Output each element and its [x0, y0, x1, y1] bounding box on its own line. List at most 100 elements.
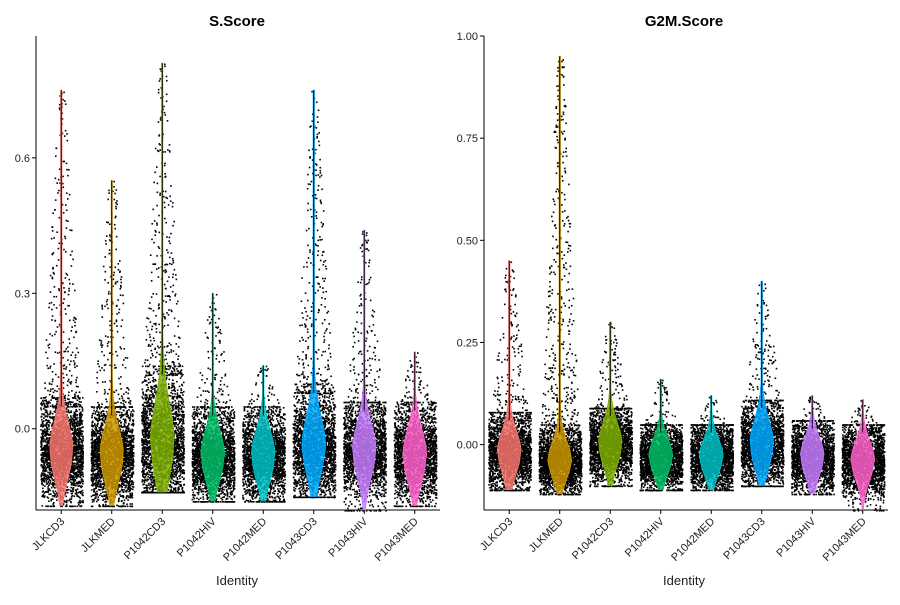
data-point: [65, 277, 67, 279]
data-point: [69, 412, 71, 414]
data-point: [77, 395, 79, 397]
data-point: [124, 460, 126, 462]
data-point: [125, 422, 127, 424]
data-point: [56, 403, 58, 405]
data-point: [127, 393, 129, 395]
data-point: [115, 282, 117, 284]
data-point: [77, 488, 79, 490]
data-point: [46, 432, 48, 434]
data-point: [94, 447, 96, 449]
data-point: [131, 488, 133, 490]
data-point: [72, 482, 74, 484]
data-point: [40, 397, 42, 399]
data-point: [108, 341, 110, 343]
data-point: [79, 398, 81, 400]
data-point: [58, 288, 60, 290]
data-point: [67, 398, 69, 400]
data-point: [128, 437, 130, 439]
data-point: [52, 230, 54, 232]
data-point: [79, 506, 81, 508]
data-point: [128, 458, 130, 460]
data-point: [41, 457, 43, 459]
data-point: [118, 485, 120, 487]
data-point: [57, 326, 59, 328]
data-point: [108, 291, 110, 293]
data-point: [125, 367, 127, 369]
data-point: [91, 459, 93, 461]
data-point: [96, 476, 98, 478]
data-point: [71, 506, 73, 508]
data-point: [91, 462, 93, 464]
data-point: [123, 471, 125, 473]
y-tick-label: 0.6: [15, 153, 30, 165]
data-point: [75, 480, 77, 482]
data-point: [131, 411, 133, 413]
data-point: [73, 319, 75, 321]
data-point: [100, 484, 102, 486]
data-point: [45, 453, 47, 455]
data-point: [82, 459, 84, 461]
data-point: [77, 467, 79, 469]
data-point: [109, 389, 111, 391]
data-point: [117, 355, 119, 357]
data-point: [104, 381, 106, 383]
data-point: [82, 456, 84, 458]
data-point: [124, 423, 126, 425]
data-point: [70, 404, 72, 406]
data-point: [64, 236, 66, 238]
data-point: [69, 229, 71, 231]
data-point: [44, 448, 46, 450]
data-point: [126, 476, 128, 478]
data-point: [74, 322, 76, 324]
data-point: [116, 319, 118, 321]
data-point: [95, 428, 97, 430]
data-point: [120, 383, 122, 385]
data-point: [130, 494, 132, 496]
data-point: [98, 448, 100, 450]
data-point: [120, 402, 122, 404]
data-point: [66, 374, 68, 376]
data-point: [82, 408, 84, 410]
data-point: [63, 351, 65, 353]
data-point: [129, 420, 131, 422]
data-point: [72, 491, 74, 493]
data-point: [128, 435, 130, 437]
data-point: [95, 463, 97, 465]
data-point: [95, 455, 97, 457]
data-point: [100, 478, 102, 480]
data-point: [47, 496, 49, 498]
data-point: [49, 483, 51, 485]
data-point: [123, 462, 125, 464]
data-point: [100, 432, 102, 434]
data-point: [131, 483, 133, 485]
data-point: [102, 420, 104, 422]
data-point: [74, 474, 76, 476]
data-point: [93, 452, 95, 454]
data-point: [50, 476, 52, 478]
data-point: [65, 130, 67, 132]
data-point: [46, 439, 48, 441]
data-point: [50, 431, 52, 433]
data-point: [104, 506, 106, 508]
data-point: [73, 317, 75, 319]
data-point: [100, 481, 102, 483]
data-point: [80, 401, 82, 403]
data-point: [126, 495, 128, 497]
data-point: [75, 454, 77, 456]
data-point: [80, 456, 82, 458]
data-point: [119, 494, 121, 496]
data-point: [77, 506, 79, 508]
data-point: [98, 458, 100, 460]
data-point: [126, 437, 128, 439]
data-point: [48, 490, 50, 492]
data-point: [76, 377, 78, 379]
data-point: [105, 364, 107, 366]
data-point: [91, 450, 93, 452]
data-point: [130, 461, 132, 463]
data-point: [78, 464, 80, 466]
data-point: [68, 288, 70, 290]
data-point: [75, 392, 77, 394]
data-point: [79, 401, 81, 403]
data-point: [51, 499, 53, 501]
data-point: [95, 492, 97, 494]
